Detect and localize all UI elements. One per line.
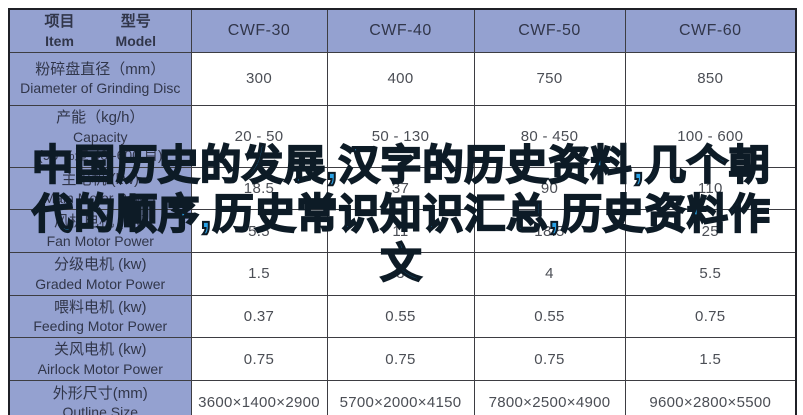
table-row-fan-motor: 风机电机 (kw) Fan Motor Power 5.5 11 18.5 25 <box>8 209 797 254</box>
cell-value: 0.75 <box>326 337 475 382</box>
cell-value: 80 - 450 <box>473 104 626 168</box>
cell-value: 0.55 <box>473 294 626 339</box>
cell-value: 25 <box>624 209 797 254</box>
cell-value: 50 - 130 <box>326 104 475 168</box>
cell-value: 0.75 <box>190 337 328 382</box>
row-label-en: Airlock Motor Power <box>37 360 163 377</box>
row-label-cn: 分级电机 (kw) <box>54 256 147 274</box>
corner-header-layout: 项目 Item 型号 Model <box>14 12 187 50</box>
row-label-en: Diameter of Grinding Disc <box>20 80 181 97</box>
table-row-airlock-motor: 关风电机 (kw) Airlock Motor Power 0.75 0.75 … <box>8 337 797 382</box>
row-label-outline-size: 外形尺寸(mm) Outline Size <box>8 380 192 415</box>
model-column-header: CWF-40 <box>326 8 475 53</box>
model-column-header: CWF-50 <box>473 8 626 53</box>
row-label-en: Outline Size <box>62 404 138 415</box>
table-row-outline-size: 外形尺寸(mm) Outline Size 3600×1400×2900 570… <box>8 380 797 415</box>
cell-value: 300 <box>190 51 328 106</box>
row-label-cn: 产能（kg/h） <box>56 109 145 127</box>
row-label-main-motor: 主电机 (kw) Main Motor Power <box>8 166 192 211</box>
row-label-cn: 喂料电机 (kw) <box>54 298 147 316</box>
row-label-airlock-motor: 关风电机 (kw) Airlock Motor Power <box>8 337 192 382</box>
model-header: 型号 Model <box>116 12 156 50</box>
row-label-graded-motor: 分级电机 (kw) Graded Motor Power <box>8 252 192 296</box>
cell-value: 3600×1400×2900 <box>190 380 328 415</box>
model-label-en: Model <box>115 32 156 49</box>
row-label-en: Main Motor Power <box>43 190 158 207</box>
cell-value: 400 <box>326 51 475 106</box>
item-header: 项目 Item <box>45 12 75 50</box>
cwf-spec-table: 项目 Item 型号 Model CWF-30 CWF-40 CWF-50 CW… <box>8 8 797 415</box>
row-label-en: Fan Motor Power <box>46 232 154 249</box>
item-label-cn: 项目 <box>44 13 75 30</box>
cell-value: 5700×2000×4150 <box>326 380 475 415</box>
row-label-en: Graded Motor Power <box>35 275 166 292</box>
row-label-cn: 风机电机 (kw) <box>54 213 147 231</box>
cell-value: 37 <box>326 166 475 211</box>
cell-value: 0.37 <box>190 294 328 339</box>
cell-value: 20 - 50 <box>190 104 328 168</box>
item-label-en: Item <box>45 32 74 49</box>
cell-value: 4 <box>473 252 626 296</box>
cell-value: 90 <box>473 166 626 211</box>
row-label-en: Feeding Motor Power <box>33 318 168 335</box>
cell-value: 9600×2800×5500 <box>624 380 797 415</box>
row-label-cn: 关风电机 (kw) <box>54 341 147 359</box>
row-label-capacity: 产能（kg/h） Capacity (95 %过 40 -600 目) <box>8 104 192 168</box>
table-row-feeding-motor: 喂料电机 (kw) Feeding Motor Power 0.37 0.55 … <box>8 294 797 339</box>
cell-value: 5.5 <box>190 209 328 254</box>
row-label-extra: (95 %过 40 -600 目) <box>38 146 163 163</box>
table-row-capacity: 产能（kg/h） Capacity (95 %过 40 -600 目) 20 -… <box>8 104 797 168</box>
cell-value: 7800×2500×4900 <box>473 380 626 415</box>
row-label-diameter: 粉碎盘直径（mm） Diameter of Grinding Disc <box>8 51 192 106</box>
cell-value: 3 <box>326 252 475 296</box>
row-label-cn: 主电机 (kw) <box>61 170 140 188</box>
cell-value: 5.5 <box>624 252 797 296</box>
cell-value: 850 <box>624 51 797 106</box>
cell-value: 18.5 <box>473 209 626 254</box>
cell-value: 110 <box>624 166 797 211</box>
model-label-cn: 型号 <box>120 13 151 30</box>
row-label-cn: 外形尺寸(mm) <box>52 384 148 402</box>
cell-value: 100 - 600 <box>624 104 797 168</box>
row-label-en: Capacity <box>73 128 128 145</box>
cell-value: 11 <box>326 209 475 254</box>
corner-header-cell: 项目 Item 型号 Model <box>8 8 192 53</box>
cell-value: 0.75 <box>624 294 797 339</box>
cell-value: 1.5 <box>624 337 797 382</box>
table-header-row: 项目 Item 型号 Model CWF-30 CWF-40 CWF-50 CW… <box>8 8 797 53</box>
cell-value: 1.5 <box>190 252 328 296</box>
table-row-diameter: 粉碎盘直径（mm） Diameter of Grinding Disc 300 … <box>8 51 797 106</box>
row-label-fan-motor: 风机电机 (kw) Fan Motor Power <box>8 209 192 254</box>
cell-value: 750 <box>473 51 626 106</box>
table-row-graded-motor: 分级电机 (kw) Graded Motor Power 1.5 3 4 5.5 <box>8 252 797 296</box>
cell-value: 0.75 <box>473 337 626 382</box>
table-row-main-motor: 主电机 (kw) Main Motor Power 18.5 37 90 110 <box>8 166 797 211</box>
model-column-header: CWF-60 <box>624 8 797 53</box>
cell-value: 0.55 <box>326 294 475 339</box>
model-column-header: CWF-30 <box>190 8 328 53</box>
row-label-feeding-motor: 喂料电机 (kw) Feeding Motor Power <box>8 294 192 339</box>
cell-value: 18.5 <box>190 166 328 211</box>
row-label-cn: 粉碎盘直径（mm） <box>35 60 166 78</box>
